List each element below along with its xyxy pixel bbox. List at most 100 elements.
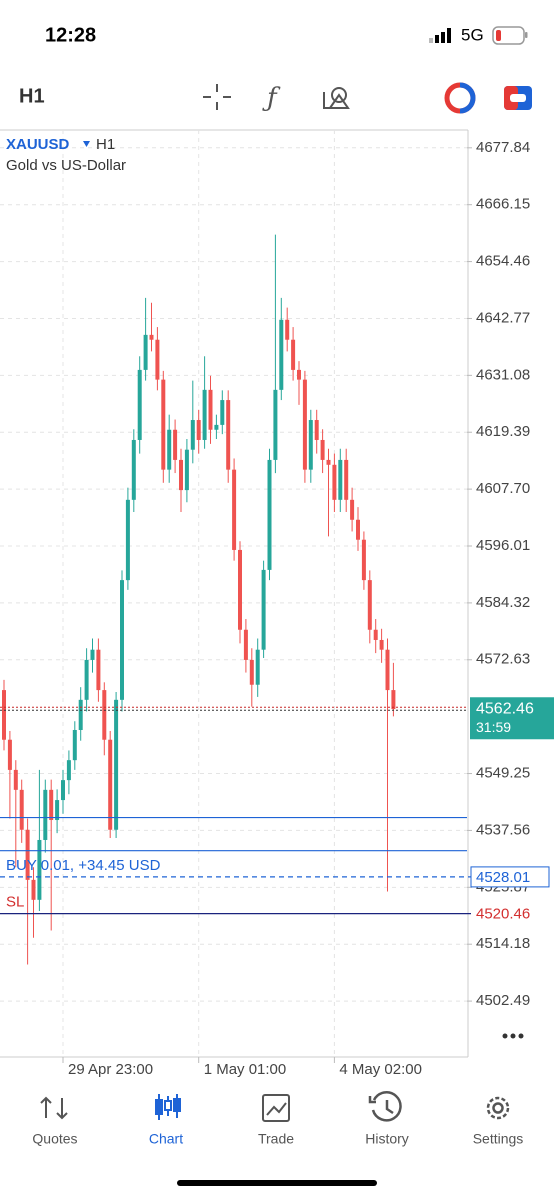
more-button[interactable] [502, 1033, 524, 1039]
candle-body [350, 499, 355, 520]
y-tick-label: 4584.32 [476, 594, 530, 611]
crosshair-button[interactable] [203, 84, 231, 110]
chart-header: XAUUSD H1 Gold vs US-Dollar [6, 136, 126, 174]
candle-body [220, 400, 225, 425]
symbol-dropdown[interactable] [83, 141, 90, 147]
candle-body [90, 649, 95, 660]
bar-countdown: 31:59 [476, 719, 511, 735]
candle-body [125, 499, 130, 581]
candle-body [356, 519, 360, 540]
candle-body [302, 379, 307, 470]
candle-body [37, 839, 42, 900]
order-label: BUY 0.01, +34.45 USD [6, 857, 161, 874]
order-price-tag [471, 903, 549, 924]
candle-body [279, 319, 284, 390]
nav-trade-icon[interactable] [262, 1094, 290, 1122]
candle-body [2, 690, 6, 740]
chart-overlay: BUY 0.01, +34.45 USD 4528.01 SL 4520.46 4562… [0, 697, 554, 924]
candle-body [243, 629, 248, 660]
nav-item[interactable]: Trade [258, 1131, 294, 1147]
candle-body [173, 429, 178, 460]
clock: 12:28 [45, 24, 96, 46]
candle-body [261, 569, 266, 650]
y-tick-label: 4654.46 [476, 253, 530, 270]
candle-body [179, 459, 183, 491]
candle-body [43, 789, 48, 840]
candle-body [196, 420, 201, 440]
candle-body [131, 439, 136, 500]
x-tick-label: 29 Apr 23:00 [68, 1061, 153, 1078]
battery-icon [492, 26, 528, 45]
one-click-button[interactable] [504, 86, 532, 110]
symbol[interactable]: XAUUSD [6, 136, 70, 153]
order-price: 4528.01 [476, 869, 530, 886]
candle-body [291, 339, 296, 370]
candle-body [326, 459, 331, 465]
candle-body [78, 699, 83, 730]
nav-item[interactable]: Chart [149, 1131, 183, 1147]
y-tick-label: 4666.15 [476, 196, 530, 213]
candle-body [120, 580, 124, 700]
current-price: 4562.46 [476, 700, 534, 717]
candle-body [226, 400, 231, 470]
timeframe-button[interactable]: H1 [19, 85, 45, 107]
candle-body [385, 649, 390, 691]
candle-body [285, 319, 290, 340]
candle-body [202, 389, 207, 440]
chart: 4677.84 4666.15 4654.46 4642.77 4631.08 4619.… [0, 129, 530, 1078]
candle-body [7, 739, 12, 770]
candle-body [238, 549, 242, 630]
candle-body [379, 639, 384, 650]
candle-body [232, 469, 237, 550]
candle-body [13, 769, 18, 790]
candle-body [338, 459, 343, 500]
chart-timeframe: H1 [96, 136, 115, 153]
nav-item[interactable]: Settings [473, 1131, 524, 1147]
y-tick-label: 4642.77 [476, 309, 530, 326]
nav-settings-icon[interactable] [486, 1096, 510, 1120]
candle-body [308, 420, 313, 470]
x-tick-label: 1 May 01:00 [204, 1061, 287, 1078]
indicators-button[interactable]: ƒ [262, 83, 281, 113]
candle-body [149, 334, 154, 340]
candle-body [367, 580, 372, 630]
symbol-description: Gold vs US-Dollar [6, 157, 126, 174]
candle-body [61, 780, 65, 801]
candle-body [25, 829, 30, 880]
candle-body [155, 339, 160, 380]
candle-body [314, 420, 319, 440]
order-label: SL [6, 894, 24, 911]
candle-body [49, 789, 54, 821]
y-tick-label: 4537.56 [476, 821, 530, 838]
candle-body [72, 729, 77, 761]
candle-body [190, 420, 195, 450]
candle-body [391, 690, 396, 710]
trading-button[interactable] [444, 82, 476, 114]
candle-body [273, 389, 278, 460]
candle-body [161, 379, 166, 470]
nav-item[interactable]: History [365, 1131, 409, 1147]
candle-body [137, 369, 142, 440]
nav-item[interactable]: Quotes [32, 1131, 77, 1147]
candle-body [66, 760, 71, 781]
candle-body [297, 369, 301, 380]
x-tick-label: 4 May 02:00 [339, 1061, 422, 1078]
nav-quotes-icon[interactable] [40, 1096, 68, 1120]
candle-body [19, 789, 24, 830]
y-tick-label: 4502.49 [476, 992, 530, 1009]
y-tick-label: 4549.25 [476, 765, 530, 782]
home-indicator [177, 1180, 377, 1186]
candle-body [143, 334, 148, 370]
signal-icon [429, 28, 451, 43]
nav-history-icon[interactable] [368, 1091, 402, 1122]
objects-button[interactable] [323, 87, 350, 109]
candle-body [255, 649, 260, 685]
candle-body [31, 879, 36, 900]
candle-body [84, 659, 89, 700]
order-price-tag [470, 866, 550, 888]
nav-chart-icon[interactable] [155, 1094, 181, 1120]
candle-body [114, 699, 119, 830]
y-tick-label: 4596.01 [476, 537, 530, 554]
candle-body [249, 659, 254, 685]
